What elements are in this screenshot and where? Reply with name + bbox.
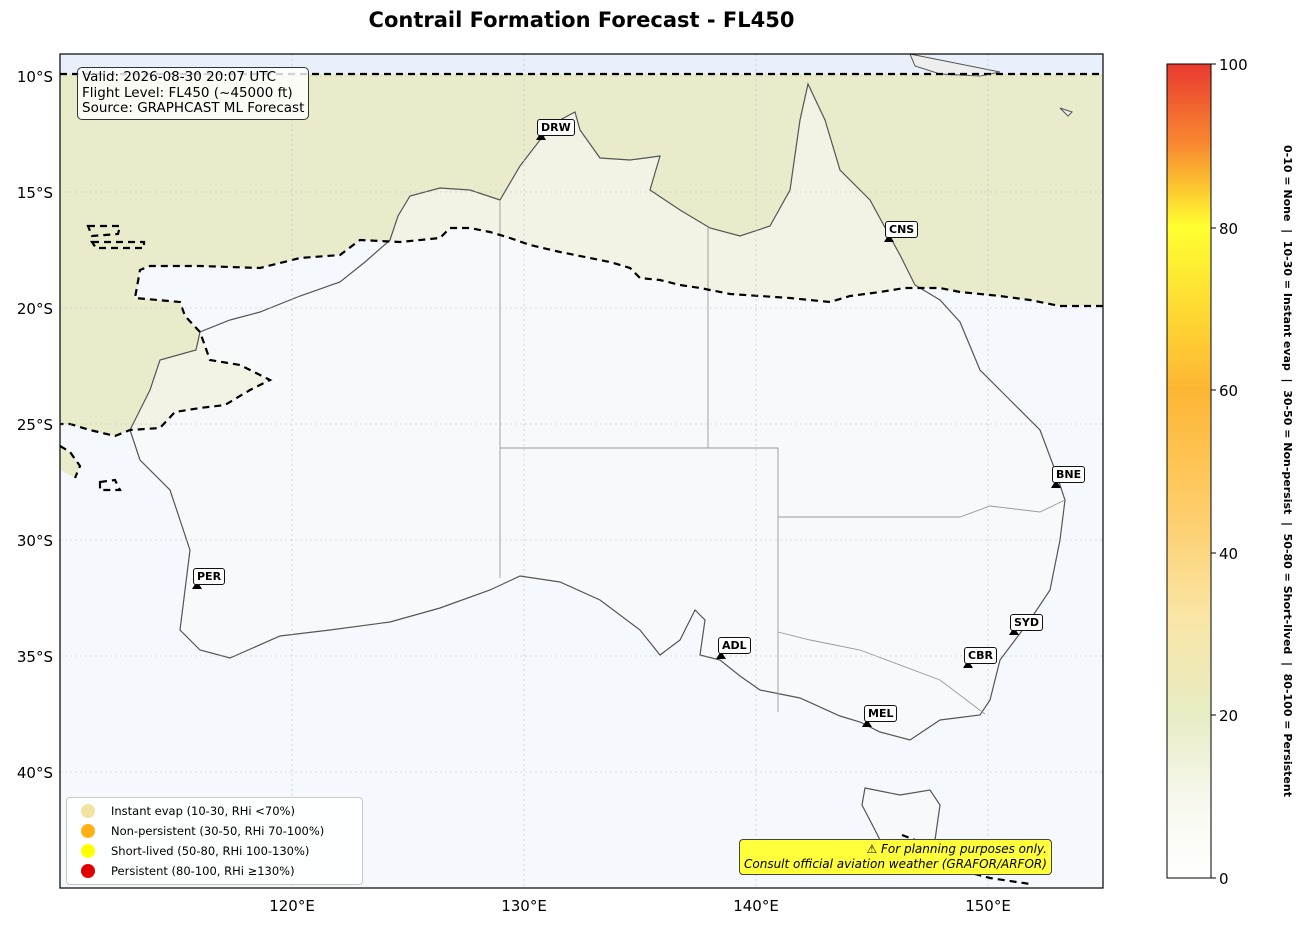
- city-label-bne: BNE: [1052, 466, 1086, 483]
- legend-label: Persistent (80-100, RHi ≥130%): [111, 864, 295, 878]
- lat-tick-label: 40°S: [17, 764, 53, 782]
- lon-axis: 120°E 130°E 140°E 150°E: [269, 897, 1011, 915]
- map-legend: Instant evap (10-30, RHi <70%) Non-persi…: [66, 797, 363, 885]
- colorbar-tick-labels: 0 20 40 60 80 100: [1219, 56, 1248, 888]
- city-label-mel: MEL: [864, 705, 898, 722]
- ocean-top-band: [60, 54, 1103, 74]
- lat-tick-label: 15°S: [17, 184, 53, 202]
- legend-swatch: [81, 864, 95, 878]
- colorbar-tick-label: 100: [1219, 56, 1248, 74]
- legend-item: Short-lived (50-80, RHi 100-130%): [67, 841, 362, 861]
- contrail-zone-west: [60, 446, 80, 478]
- lat-tick-label: 25°S: [17, 416, 53, 434]
- city-label-per: PER: [193, 568, 226, 585]
- graticule: [60, 54, 1103, 888]
- colorbar-tick-label: 60: [1219, 382, 1238, 400]
- city-label-cns: CNS: [885, 221, 919, 238]
- legend-swatch: [81, 824, 95, 838]
- warning-line-2: Consult official aviation weather (GRAFO…: [744, 857, 1047, 871]
- island-new-guinea-strip: [1059, 107, 1073, 117]
- forecast-info-box: Valid: 2026-08-30 20:07 UTC Flight Level…: [77, 67, 310, 120]
- legend-label: Short-lived (50-80, RHi 100-130%): [111, 844, 310, 858]
- legend-label: Instant evap (10-30, RHi <70%): [111, 804, 295, 818]
- lon-tick-label: 120°E: [269, 897, 315, 915]
- lat-tick-label: 35°S: [17, 648, 53, 666]
- city-markers: [192, 132, 1061, 727]
- lat-tick-label: 20°S: [17, 300, 53, 318]
- valid-time: Valid: 2026-08-30 20:07 UTC: [82, 69, 277, 85]
- planning-warning: ⚠ For planning purposes only. Consult of…: [739, 839, 1052, 875]
- lon-tick-label: 150°E: [965, 897, 1011, 915]
- forecast-source: Source: GRAPHCAST ML Forecast: [82, 100, 305, 116]
- flight-level: Flight Level: FL450 (~45000 ft): [82, 84, 293, 101]
- legend-item: Instant evap (10-30, RHi <70%): [67, 801, 362, 821]
- legend-swatch: [81, 844, 95, 858]
- lon-tick-label: 130°E: [501, 897, 547, 915]
- colorbar-tick-label: 0: [1219, 870, 1229, 888]
- legend-item: Persistent (80-100, RHi ≥130%): [67, 861, 362, 881]
- state-borders: [499, 200, 1066, 715]
- city-label-cbr: CBR: [964, 647, 997, 664]
- city-label-adl: ADL: [718, 637, 751, 654]
- lon-tick-label: 140°E: [733, 897, 779, 915]
- colorbar-tick-label: 80: [1219, 220, 1238, 238]
- page-title: Contrail Formation Forecast - FL450: [368, 8, 795, 32]
- warning-line-1: ⚠ For planning purposes only.: [866, 842, 1047, 856]
- colorbar-label: 0-10 = None | 10-30 = Instant evap | 30-…: [1281, 145, 1294, 797]
- lat-tick-label: 30°S: [17, 532, 53, 550]
- colorbar: [1166, 63, 1212, 879]
- city-label-syd: SYD: [1010, 614, 1044, 631]
- colorbar-tick-label: 20: [1219, 707, 1238, 725]
- lat-axis: 10°S 15°S 20°S 25°S 30°S 35°S 40°S: [17, 68, 53, 782]
- lat-tick-label: 10°S: [17, 68, 53, 86]
- city-label-drw: DRW: [537, 119, 575, 136]
- colorbar-tick-label: 40: [1219, 545, 1238, 563]
- legend-label: Non-persistent (30-50, RHi 70-100%): [111, 824, 325, 838]
- map-frame: [59, 53, 1104, 889]
- legend-item: Non-persistent (30-50, RHi 70-100%): [67, 821, 362, 841]
- legend-swatch: [81, 804, 95, 818]
- colorbar-ticks: [1211, 63, 1216, 879]
